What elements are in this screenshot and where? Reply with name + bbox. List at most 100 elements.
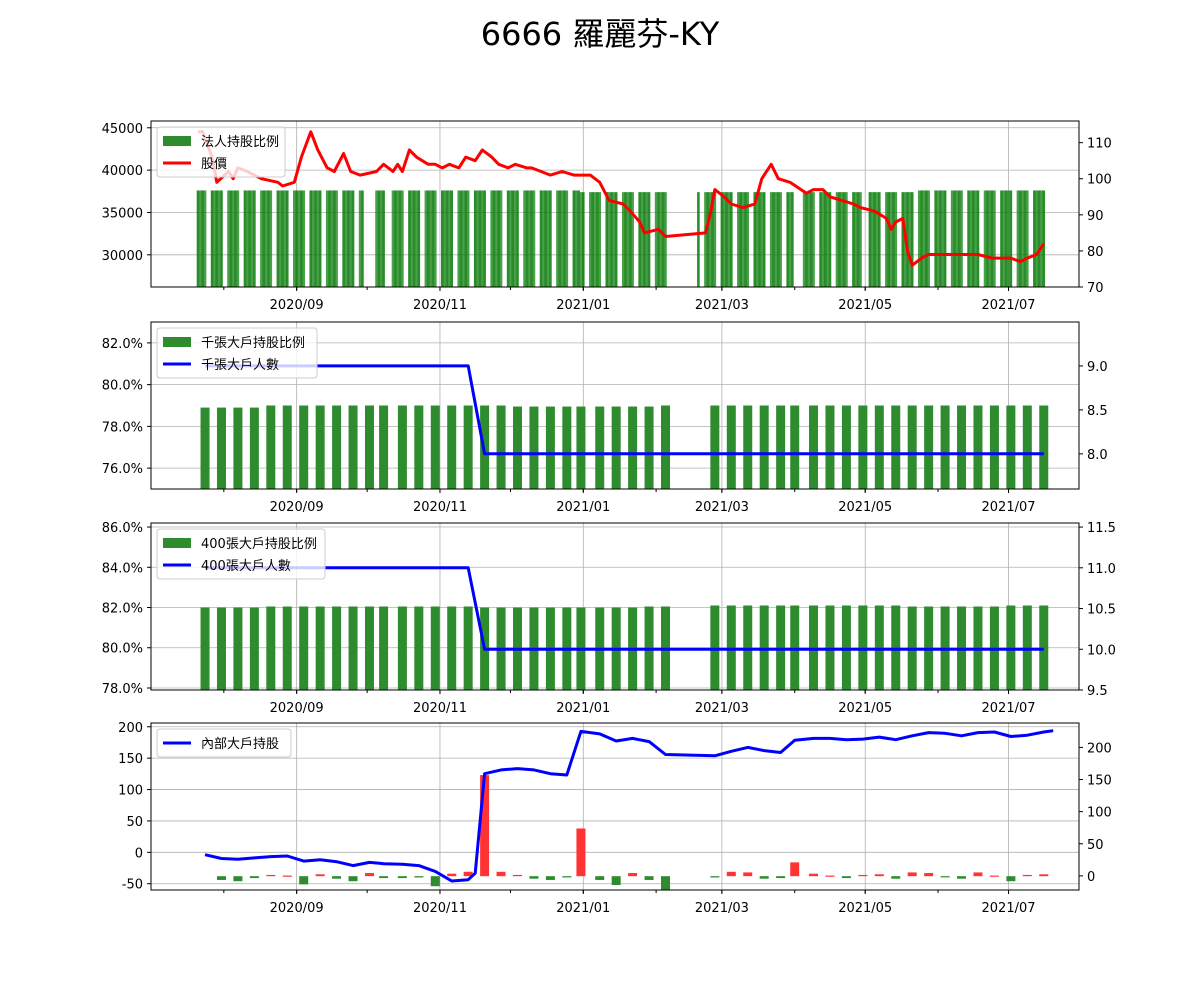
- bar: [967, 190, 970, 287]
- bar: [199, 190, 202, 287]
- bar: [610, 192, 613, 287]
- bar: [976, 190, 980, 287]
- bar: [842, 192, 846, 287]
- right-tick-label: 70: [1087, 281, 1104, 296]
- x-tick-label: 2021/07: [982, 701, 1036, 716]
- bar: [264, 190, 268, 287]
- left-tick-label: 78.0%: [102, 682, 143, 697]
- bar: [563, 190, 566, 287]
- left-tick-label: 86.0%: [102, 521, 143, 536]
- bar: [572, 190, 576, 287]
- legend-swatch-bar: [163, 538, 191, 548]
- bar: [236, 190, 240, 287]
- bar: [809, 605, 819, 690]
- bar: [825, 605, 835, 690]
- bar: [595, 406, 605, 489]
- bar: [210, 190, 214, 287]
- bar: [281, 190, 284, 287]
- bar: [1037, 190, 1041, 287]
- bar: [302, 190, 306, 287]
- bar: [664, 192, 667, 287]
- bar: [516, 190, 519, 287]
- bar: [875, 192, 879, 287]
- bar: [539, 190, 543, 287]
- bar: [328, 190, 331, 287]
- bar: [216, 876, 226, 880]
- bar: [1004, 190, 1008, 287]
- right-tick-label: 50: [1087, 838, 1104, 853]
- bar: [726, 605, 736, 690]
- bar: [463, 871, 473, 877]
- bar: [330, 190, 334, 287]
- bar: [870, 192, 874, 287]
- legend-swatch-bar: [163, 337, 191, 347]
- x-tick-label: 2021/03: [695, 298, 749, 313]
- bar: [574, 190, 578, 287]
- bar: [196, 190, 200, 287]
- bar: [249, 407, 259, 489]
- bar: [917, 190, 921, 287]
- bar: [513, 406, 523, 489]
- bar: [934, 190, 937, 287]
- bar: [828, 192, 832, 287]
- legend: 內部大戶持股: [156, 728, 292, 758]
- bar: [755, 192, 759, 287]
- bar: [495, 190, 498, 287]
- right-tick-label: 8.5: [1087, 404, 1108, 419]
- bar: [415, 190, 418, 287]
- bar: [1033, 190, 1036, 287]
- bar: [480, 190, 484, 287]
- left-axis: 200 150 100 50 0 -50: [118, 721, 151, 893]
- bar: [220, 190, 223, 287]
- bar: [647, 192, 651, 287]
- bar: [576, 406, 586, 489]
- bar: [397, 405, 407, 489]
- bar: [957, 405, 967, 489]
- x-tick-label: 2020/11: [413, 701, 467, 716]
- bar: [906, 192, 909, 287]
- right-tick-label: 10.5: [1087, 603, 1116, 618]
- bar: [246, 190, 249, 287]
- bar: [457, 190, 461, 287]
- bar: [644, 406, 654, 489]
- bar: [730, 192, 733, 287]
- bar: [282, 405, 292, 489]
- bar: [845, 192, 848, 287]
- bar: [448, 190, 451, 287]
- bar: [431, 190, 435, 287]
- bar: [940, 876, 950, 878]
- charts: 2020/09 2020/11 2021/01 2021/03 2021/05 2021/…: [102, 120, 1116, 916]
- left-tick-label: 82.0%: [102, 602, 143, 617]
- bar: [410, 190, 414, 287]
- bar: [993, 190, 996, 287]
- bar: [612, 192, 616, 287]
- bar: [285, 190, 289, 287]
- bar: [443, 190, 446, 287]
- bar: [347, 190, 350, 287]
- bar: [973, 405, 983, 489]
- bar: [335, 190, 338, 287]
- bar: [802, 192, 806, 287]
- bar: [720, 192, 724, 287]
- bar: [1006, 605, 1016, 690]
- bar: [227, 190, 230, 287]
- x-axis: 2020/09 2020/11 2021/01 2021/03 2021/05 2021/…: [223, 890, 1036, 916]
- right-axis: 9.0 8.5 8.0: [1079, 360, 1108, 463]
- bar: [726, 405, 736, 489]
- x-tick-label: 2020/09: [270, 701, 324, 716]
- bar: [628, 406, 638, 489]
- bar: [394, 190, 397, 287]
- x-tick-label: 2020/09: [270, 901, 324, 916]
- bar: [397, 606, 407, 690]
- bar: [391, 190, 395, 287]
- bar: [414, 606, 424, 690]
- bar: [361, 190, 364, 287]
- bar: [589, 192, 592, 287]
- bar: [807, 192, 811, 287]
- bar: [631, 192, 634, 287]
- legend-label: 400張大戶人數: [201, 559, 291, 574]
- bar: [276, 190, 280, 287]
- bar: [249, 876, 259, 879]
- left-tick-label: 0: [135, 846, 143, 861]
- bar: [297, 190, 301, 287]
